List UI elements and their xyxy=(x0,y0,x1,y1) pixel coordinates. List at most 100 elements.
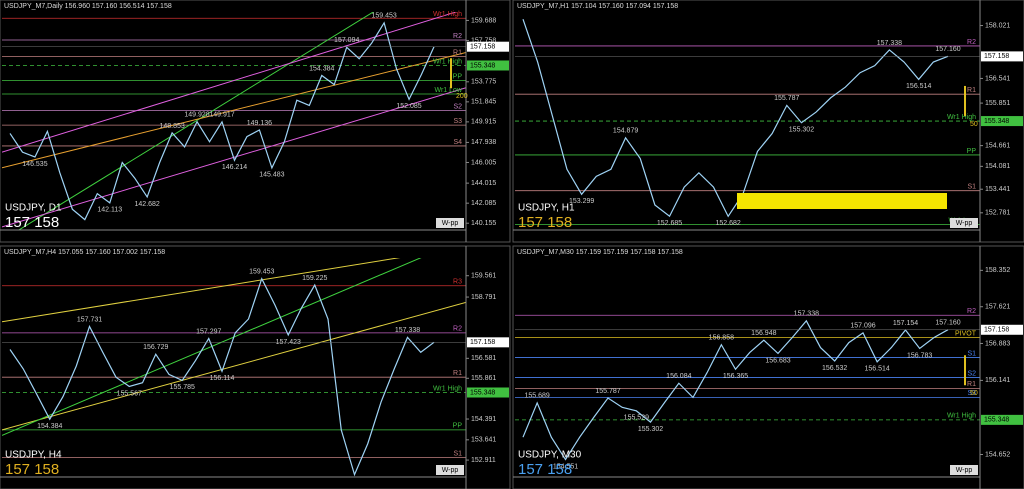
price-annotation: 153.299 xyxy=(569,198,594,205)
price-annotation: 157.154 xyxy=(893,320,918,327)
y-tick-label: 149.915 xyxy=(471,119,496,126)
chart-header: USDJPY_M7,M30 157.159 157.159 157.158 15… xyxy=(517,249,683,256)
price-annotation: 154.879 xyxy=(613,128,638,135)
level-label: Wr1 Low xyxy=(435,87,463,94)
y-tick-label: 153.441 xyxy=(985,186,1010,193)
level-value: 155.348 xyxy=(984,118,1009,125)
range-bar xyxy=(964,85,966,116)
price-annotation: 156.514 xyxy=(906,83,931,90)
plot-area: 153.299 154.879 152.685 152.682 155.787 155.3… xyxy=(515,18,980,227)
level-label: Wr1 High xyxy=(947,413,976,420)
tag-box xyxy=(950,218,978,228)
price-annotation: 157.731 xyxy=(77,316,102,323)
tag-label: W-pp xyxy=(956,467,973,474)
price-annotation: 157.094 xyxy=(334,37,359,44)
price-annotation: 152.685 xyxy=(657,220,682,227)
trendline xyxy=(2,52,466,169)
level-label: R1 xyxy=(967,381,976,388)
big-price: 157 158 xyxy=(5,461,59,478)
price-annotation: 152.682 xyxy=(716,220,741,227)
tag-box xyxy=(436,218,464,228)
range-bar xyxy=(964,355,966,386)
level-label: R1 xyxy=(453,370,462,377)
symbol-label: USDJPY, H1 xyxy=(518,203,575,214)
level-label: R2 xyxy=(453,33,462,40)
price-annotation: 155.787 xyxy=(774,95,799,102)
price-annotation: 149.136 xyxy=(247,120,272,127)
level-label: S3 xyxy=(453,118,462,125)
plot-area: 154.384 157.731 155.567 156.729 155.785 157.2… xyxy=(2,258,466,477)
y-tick-label: 156.581 xyxy=(471,355,496,362)
big-price: 157 158 xyxy=(518,214,572,231)
price-annotation: 155.302 xyxy=(638,426,663,433)
level-label: PP xyxy=(453,423,463,430)
price-line xyxy=(522,18,949,218)
level-label: R1 xyxy=(453,49,462,56)
level-label: R3 xyxy=(453,279,462,286)
price-annotation: 156.729 xyxy=(143,344,168,351)
level-label: Wr1 High xyxy=(433,58,462,65)
price-annotation: 157.160 xyxy=(935,46,960,53)
tag-label: W-pp xyxy=(956,220,973,227)
level-label: R1 xyxy=(967,87,976,94)
panel-bg xyxy=(0,245,511,489)
chart-panel: 154.384 157.731 155.567 156.729 155.785 157.2… xyxy=(0,245,511,489)
y-tick-label: 154.652 xyxy=(985,451,1010,458)
y-tick-label: 147.938 xyxy=(471,139,496,146)
price-annotation: 156.858 xyxy=(709,335,734,342)
y-tick-label: 152.781 xyxy=(985,210,1010,217)
price-box xyxy=(981,51,1023,62)
y-tick-label: 153.775 xyxy=(471,79,496,86)
tag-box xyxy=(950,465,978,475)
price-annotation: 156.114 xyxy=(210,375,235,382)
price-annotation: 157.160 xyxy=(935,320,960,327)
price-annotation: 155.787 xyxy=(595,388,620,395)
chart-header: USDJPY_M7,H4 157.055 157.160 157.002 157… xyxy=(4,249,165,256)
chart-header: USDJPY_M7,Daily 156.960 157.160 156.514 … xyxy=(4,3,172,10)
price-value: 157.158 xyxy=(470,339,495,346)
level-label: R2 xyxy=(453,326,462,333)
price-annotation: 157.338 xyxy=(877,40,902,47)
price-annotation: 156.948 xyxy=(751,330,776,337)
price-annotation: 155.785 xyxy=(170,384,195,391)
price-annotation: 155.689 xyxy=(525,393,550,400)
price-annotation: 148.853 xyxy=(159,123,184,130)
big-price: 157 158 xyxy=(518,461,572,478)
level-label: S2 xyxy=(967,370,976,377)
range-bar xyxy=(450,58,452,89)
level-label: Wr1 High xyxy=(947,114,976,121)
y-tick-label: 157.621 xyxy=(985,304,1010,311)
tag-box xyxy=(436,465,464,475)
y-tick-label: 156.541 xyxy=(985,75,1010,82)
y-tick-label: 154.661 xyxy=(985,142,1010,149)
price-annotation: 157.297 xyxy=(196,328,221,335)
plot-area: 155.689 154.551 155.787 155.529 155.302 156.0… xyxy=(515,311,980,470)
price-annotation: 157.338 xyxy=(794,311,819,318)
range-note: 50 xyxy=(970,121,978,128)
level-label: S1 xyxy=(453,450,462,457)
trendline xyxy=(2,301,466,431)
price-annotation: 159.453 xyxy=(249,269,274,276)
level-box xyxy=(467,60,509,71)
big-price: 157 158 xyxy=(5,214,59,231)
price-annotation: 159.453 xyxy=(371,13,396,20)
tag-label: W-pp xyxy=(442,220,459,227)
chart-header: USDJPY_M7,H1 157.104 157.160 157.094 157… xyxy=(517,3,678,10)
symbol-label: USDJPY, M30 xyxy=(518,450,582,461)
price-annotation: 142.682 xyxy=(135,201,160,208)
price-annotation: 159.225 xyxy=(302,275,327,282)
price-annotation: 157.096 xyxy=(850,323,875,330)
price-annotation: 156.084 xyxy=(666,373,691,380)
price-value: 157.158 xyxy=(984,327,1009,334)
level-box xyxy=(981,116,1023,127)
price-annotation: 146.535 xyxy=(22,161,47,168)
price-annotation: 155.529 xyxy=(624,415,649,422)
level-label: R2 xyxy=(967,308,976,315)
price-annotation: 156.514 xyxy=(865,366,890,373)
y-tick-label: 155.861 xyxy=(471,375,496,382)
range-note: 200 xyxy=(456,93,468,100)
price-annotation: 142.113 xyxy=(97,207,122,214)
panel-bg xyxy=(512,245,1024,489)
